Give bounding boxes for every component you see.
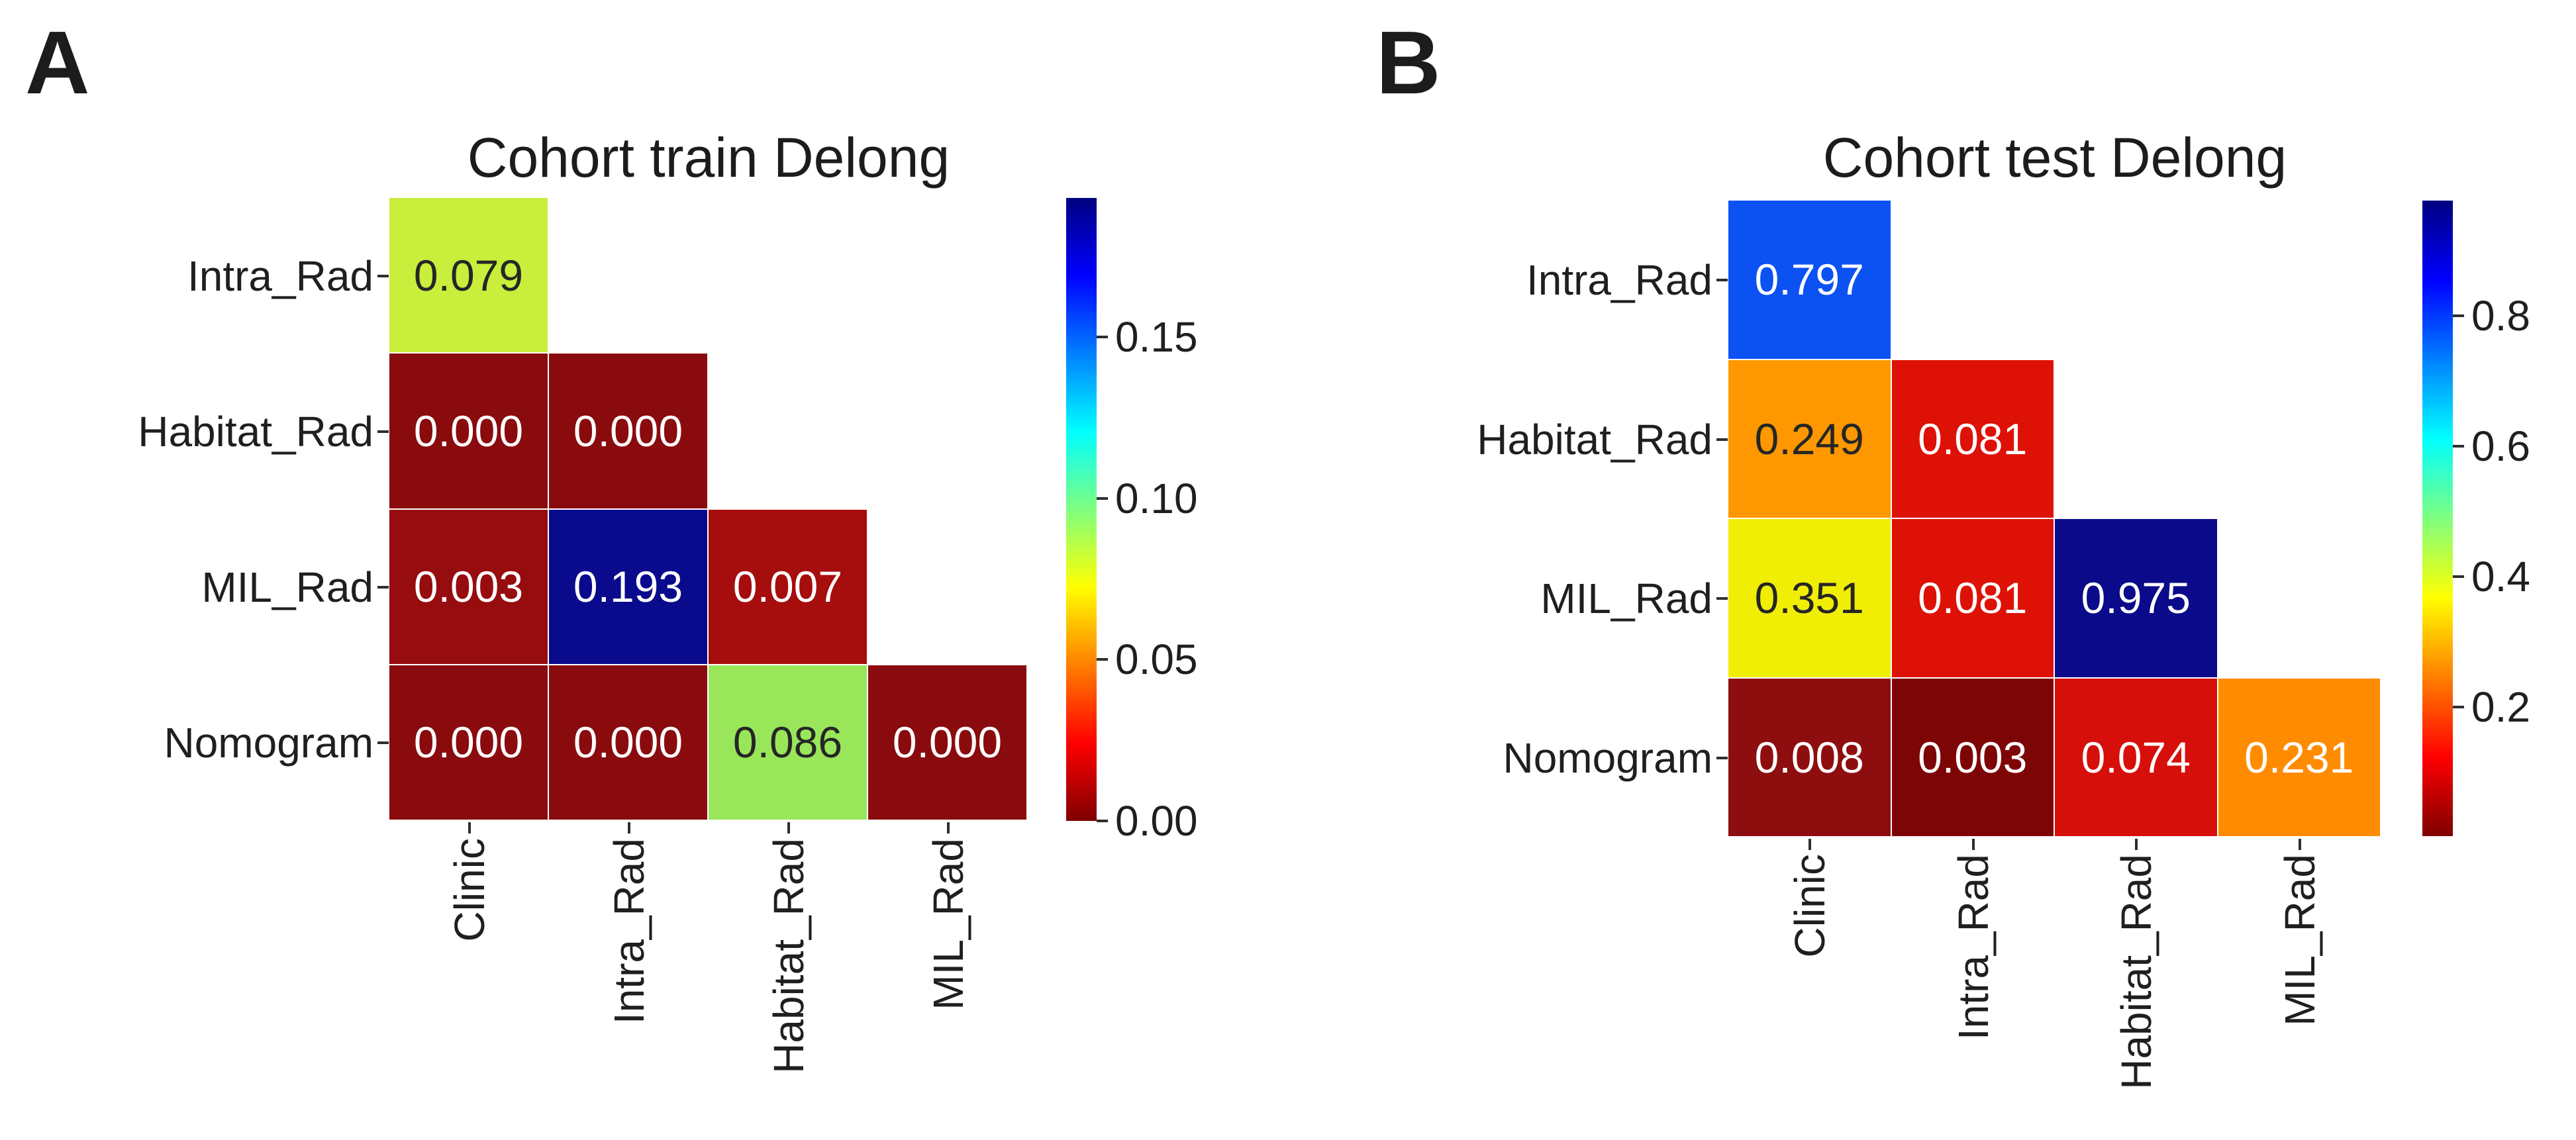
- heatmap-cell: 0.193: [549, 509, 707, 664]
- y-axis-tick: [1716, 756, 1728, 759]
- heatmap-cell: 0.086: [709, 665, 867, 820]
- colorbar-tick-label: 0.4: [2471, 553, 2530, 600]
- colorbar-tick: [1097, 658, 1108, 661]
- heatmap-cell: 0.007: [709, 509, 867, 664]
- row-label: Nomogram: [164, 719, 373, 767]
- row-label: Nomogram: [1503, 734, 1712, 782]
- heatmap-cell: 0.249: [1728, 359, 1891, 518]
- col-label: MIL_Rad: [2275, 854, 2324, 1026]
- heatmap-cell: 0.081: [1891, 519, 2054, 677]
- colorbar-tick: [2453, 314, 2464, 317]
- colorbar-tick: [1097, 497, 1108, 500]
- col-label: Clinic: [1786, 854, 1834, 958]
- x-axis-tick: [2135, 839, 2138, 850]
- heatmap-cell: 0.351: [1728, 519, 1891, 677]
- y-axis-tick: [377, 274, 389, 277]
- y-axis-tick: [1716, 597, 1728, 600]
- col-label: Habitat_Rad: [2112, 854, 2161, 1090]
- row-label: Habitat_Rad: [1477, 415, 1712, 463]
- x-axis-tick: [946, 822, 950, 833]
- heatmap-cell: 0.975: [2055, 519, 2217, 677]
- y-axis-tick: [1716, 438, 1728, 441]
- x-axis-tick: [787, 822, 790, 833]
- colorbar: [1066, 198, 1097, 821]
- col-label: Intra_Rad: [1949, 854, 1997, 1041]
- heatmap-cell: 0.231: [2218, 678, 2380, 836]
- heatmap-cell: 0.000: [389, 665, 548, 820]
- colorbar-tick: [2453, 575, 2464, 578]
- colorbar-tick-label: 0.2: [2471, 683, 2530, 731]
- col-label: MIL_Rad: [924, 838, 972, 1010]
- row-label: Habitat_Rad: [138, 407, 373, 455]
- x-axis-tick: [1808, 839, 1812, 850]
- heatmap-cell: 0.079: [389, 198, 548, 353]
- row-label: MIL_Rad: [1540, 575, 1712, 623]
- col-label: Habitat_Rad: [764, 838, 813, 1074]
- colorbar-tick: [1097, 336, 1108, 338]
- heatmap-cell: 0.000: [549, 665, 707, 820]
- x-axis-tick: [468, 822, 471, 833]
- x-axis-tick: [1971, 839, 1975, 850]
- col-label: Intra_Rad: [605, 838, 653, 1025]
- y-axis-tick: [377, 430, 389, 433]
- heatmap-cell: 0.000: [868, 665, 1026, 820]
- heatmap-cell: 0.003: [1891, 678, 2054, 836]
- heatmap-cell: 0.008: [1728, 678, 1891, 836]
- heatmap-cell: 0.074: [2055, 678, 2217, 836]
- heatmap-cell: 0.081: [1891, 359, 2054, 518]
- heatmap-cell: 0.003: [389, 509, 548, 664]
- colorbar-tick-label: 0.10: [1115, 475, 1198, 522]
- panel-title: Cohort test Delong: [1822, 126, 2287, 189]
- col-label: Clinic: [445, 838, 493, 942]
- x-axis-tick: [2298, 839, 2301, 850]
- colorbar-tick-label: 0.15: [1115, 313, 1198, 361]
- colorbar-tick: [1097, 820, 1108, 822]
- y-axis-tick: [377, 741, 389, 745]
- colorbar-tick-label: 0.00: [1115, 797, 1198, 845]
- x-axis-tick: [627, 822, 630, 833]
- colorbar-tick-label: 0.8: [2471, 292, 2530, 340]
- row-label: Intra_Rad: [187, 252, 373, 300]
- y-axis-tick: [1716, 279, 1728, 282]
- colorbar-tick-label: 0.6: [2471, 422, 2530, 470]
- heatmap-cell: 0.797: [1728, 201, 1891, 359]
- y-axis-tick: [377, 586, 389, 589]
- colorbar: [2422, 201, 2453, 836]
- panel-title: Cohort train Delong: [467, 126, 950, 189]
- row-label: MIL_Rad: [201, 563, 373, 612]
- panel-letter: B: [1376, 13, 1441, 113]
- row-label: Intra_Rad: [1526, 256, 1712, 305]
- colorbar-tick: [2453, 706, 2464, 708]
- heatmap-cell: 0.000: [549, 354, 707, 508]
- colorbar-tick: [2453, 445, 2464, 448]
- heatmap-cell: 0.000: [389, 354, 548, 508]
- panel-letter: A: [25, 13, 90, 113]
- colorbar-tick-label: 0.05: [1115, 636, 1198, 683]
